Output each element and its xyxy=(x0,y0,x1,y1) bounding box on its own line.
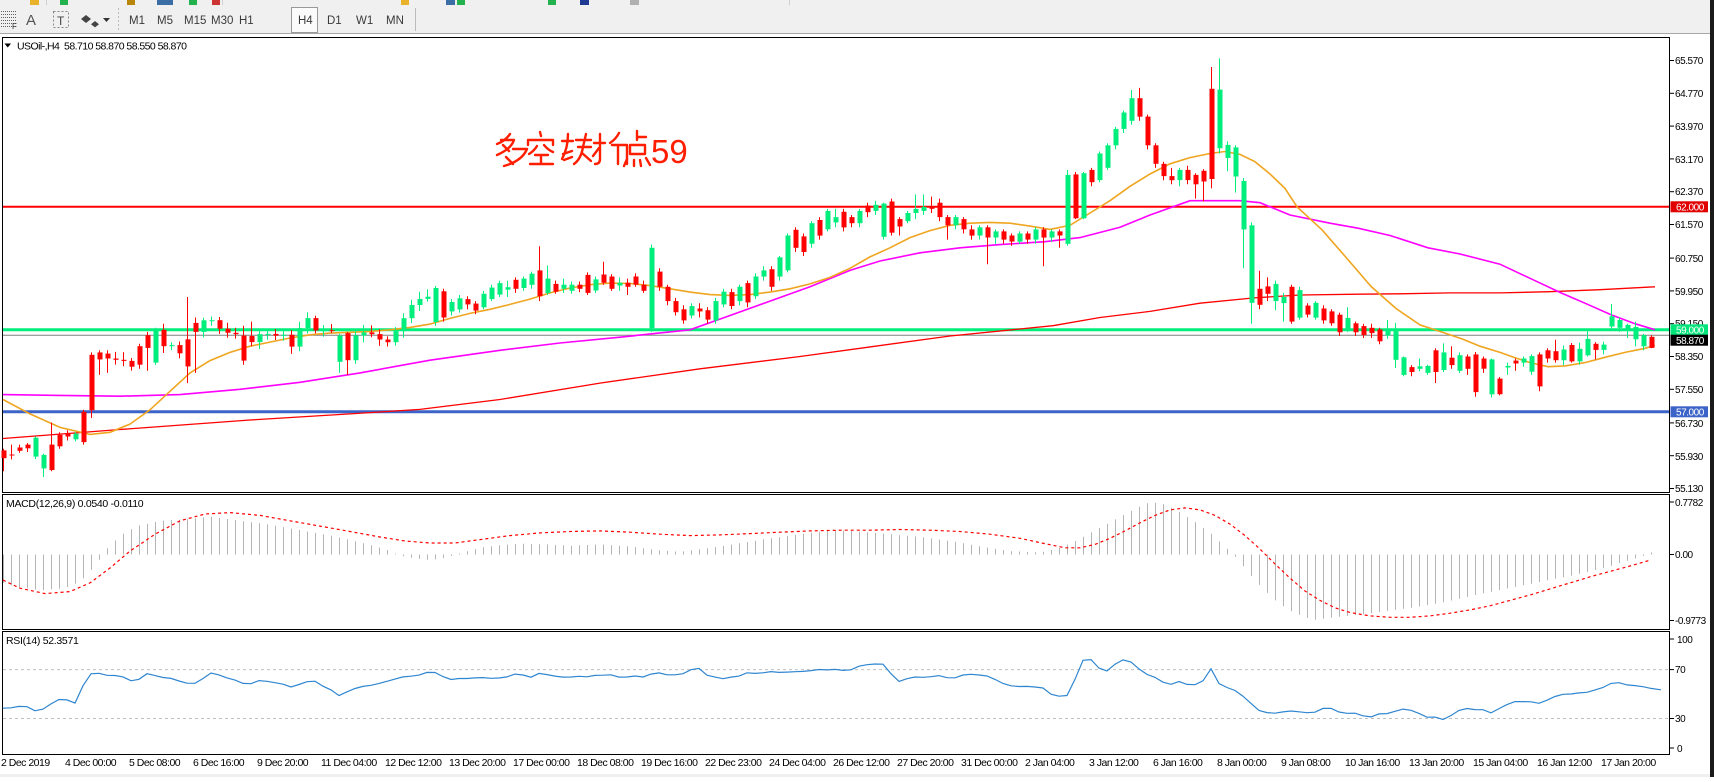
svg-text:55.930: 55.930 xyxy=(1675,452,1704,463)
svg-text:60.750: 60.750 xyxy=(1675,254,1704,265)
svg-text:13 Dec 20:00: 13 Dec 20:00 xyxy=(449,757,506,769)
svg-text:18 Dec 08:00: 18 Dec 08:00 xyxy=(577,757,634,769)
svg-text:27 Dec 20:00: 27 Dec 20:00 xyxy=(897,757,954,769)
svg-text:15 Jan 04:00: 15 Jan 04:00 xyxy=(1473,757,1528,769)
svg-text:59.000: 59.000 xyxy=(1676,326,1705,337)
svg-text:70: 70 xyxy=(1675,665,1686,676)
svg-text:58.870: 58.870 xyxy=(1676,336,1705,347)
svg-text:17 Dec 00:00: 17 Dec 00:00 xyxy=(513,757,570,769)
svg-text:30: 30 xyxy=(1675,714,1686,725)
svg-text:9 Dec 20:00: 9 Dec 20:00 xyxy=(257,757,309,769)
svg-text:-0.9773: -0.9773 xyxy=(1675,616,1707,627)
svg-text:65.570: 65.570 xyxy=(1675,56,1704,67)
svg-text:57.000: 57.000 xyxy=(1676,408,1705,419)
svg-text:0.7782: 0.7782 xyxy=(1675,498,1704,509)
svg-text:58.350: 58.350 xyxy=(1675,352,1704,363)
svg-text:55.130: 55.130 xyxy=(1675,484,1704,495)
svg-text:T: T xyxy=(57,14,65,28)
svg-text:4 Dec 00:00: 4 Dec 00:00 xyxy=(65,757,117,769)
svg-text:24 Dec 04:00: 24 Dec 04:00 xyxy=(769,757,826,769)
svg-text:MACD(12,26,9) 0.0540 -0.0110: MACD(12,26,9) 0.0540 -0.0110 xyxy=(6,498,144,510)
svg-text:0.00: 0.00 xyxy=(1675,550,1694,561)
svg-text:MN: MN xyxy=(386,15,404,27)
svg-text:61.570: 61.570 xyxy=(1675,220,1704,231)
svg-text:100: 100 xyxy=(1677,635,1693,646)
svg-text:17 Jan 20:00: 17 Jan 20:00 xyxy=(1601,757,1656,769)
svg-text:10 Jan 16:00: 10 Jan 16:00 xyxy=(1345,757,1400,769)
svg-text:2 Dec 2019: 2 Dec 2019 xyxy=(1,757,50,769)
svg-text:A: A xyxy=(26,12,36,29)
svg-text:3 Jan 12:00: 3 Jan 12:00 xyxy=(1089,757,1139,769)
svg-text:64.770: 64.770 xyxy=(1675,89,1704,100)
svg-text:16 Jan 12:00: 16 Jan 12:00 xyxy=(1537,757,1592,769)
svg-text:USOil-,H4 58.710 58.870 58.55: USOil-,H4 58.710 58.870 58.550 58.870 xyxy=(17,41,187,53)
svg-text:26 Dec 12:00: 26 Dec 12:00 xyxy=(833,757,890,769)
svg-text:13 Jan 20:00: 13 Jan 20:00 xyxy=(1409,757,1464,769)
svg-text:63.170: 63.170 xyxy=(1675,155,1704,166)
svg-text:11 Dec 04:00: 11 Dec 04:00 xyxy=(321,757,377,769)
svg-text:63.970: 63.970 xyxy=(1675,122,1704,133)
svg-text:F: F xyxy=(12,22,17,31)
svg-text:62.370: 62.370 xyxy=(1675,187,1704,198)
svg-text:0: 0 xyxy=(1677,744,1683,755)
svg-text:M1: M1 xyxy=(129,15,145,27)
svg-text:W1: W1 xyxy=(356,15,373,27)
svg-text:5 Dec 08:00: 5 Dec 08:00 xyxy=(129,757,181,769)
svg-text:62.000: 62.000 xyxy=(1676,203,1705,214)
svg-text:2 Jan 04:00: 2 Jan 04:00 xyxy=(1025,757,1075,769)
svg-text:RSI(14) 52.3571: RSI(14) 52.3571 xyxy=(6,635,79,647)
svg-text:M15: M15 xyxy=(184,15,206,27)
svg-text:57.550: 57.550 xyxy=(1675,385,1704,396)
svg-text:19 Dec 16:00: 19 Dec 16:00 xyxy=(641,757,698,769)
svg-text:31 Dec 00:00: 31 Dec 00:00 xyxy=(961,757,1018,769)
svg-text:9 Jan 08:00: 9 Jan 08:00 xyxy=(1281,757,1331,769)
svg-text:8 Jan 00:00: 8 Jan 00:00 xyxy=(1217,757,1267,769)
svg-text:M5: M5 xyxy=(157,15,173,27)
svg-text:H1: H1 xyxy=(239,15,254,27)
svg-text:H4: H4 xyxy=(298,15,313,27)
svg-text:59.950: 59.950 xyxy=(1675,287,1704,298)
svg-text:6 Jan 16:00: 6 Jan 16:00 xyxy=(1153,757,1203,769)
svg-text:59: 59 xyxy=(651,133,688,170)
svg-text:6 Dec 16:00: 6 Dec 16:00 xyxy=(193,757,245,769)
svg-text:D1: D1 xyxy=(327,15,342,27)
svg-text:12 Dec 12:00: 12 Dec 12:00 xyxy=(385,757,442,769)
svg-text:22 Dec 23:00: 22 Dec 23:00 xyxy=(705,757,762,769)
svg-text:56.730: 56.730 xyxy=(1675,419,1704,430)
svg-text:M30: M30 xyxy=(211,15,233,27)
